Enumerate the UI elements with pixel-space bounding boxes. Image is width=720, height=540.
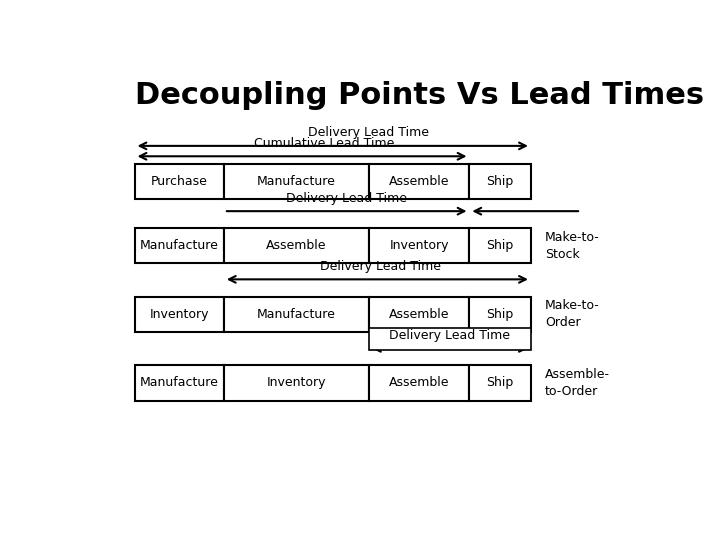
Text: Delivery Lead Time: Delivery Lead Time bbox=[390, 329, 510, 342]
Text: Assemble: Assemble bbox=[266, 239, 327, 252]
Text: Manufacture: Manufacture bbox=[257, 308, 336, 321]
Text: Assemble: Assemble bbox=[389, 376, 449, 389]
Text: Manufacture: Manufacture bbox=[257, 175, 336, 188]
Text: Ship: Ship bbox=[487, 308, 514, 321]
Bar bbox=[224, 228, 369, 264]
Text: Inventory: Inventory bbox=[266, 376, 326, 389]
Bar bbox=[224, 164, 369, 199]
Text: Decoupling Points Vs Lead Times: Decoupling Points Vs Lead Times bbox=[135, 82, 703, 111]
Bar bbox=[469, 228, 531, 264]
Text: Delivery Lead Time: Delivery Lead Time bbox=[320, 260, 441, 273]
Bar bbox=[224, 365, 369, 401]
Text: Assemble: Assemble bbox=[389, 308, 449, 321]
Text: Delivery Lead Time: Delivery Lead Time bbox=[286, 192, 408, 205]
Text: Ship: Ship bbox=[487, 376, 514, 389]
Bar bbox=[469, 164, 531, 199]
Bar bbox=[469, 365, 531, 401]
Text: Manufacture: Manufacture bbox=[140, 376, 219, 389]
Bar bbox=[135, 164, 224, 199]
Bar bbox=[369, 328, 531, 350]
Bar bbox=[135, 228, 224, 264]
Bar bbox=[369, 296, 469, 332]
Text: Ship: Ship bbox=[487, 175, 514, 188]
Text: Assemble-
to-Order: Assemble- to-Order bbox=[545, 368, 610, 398]
Text: Purchase: Purchase bbox=[151, 175, 207, 188]
Bar bbox=[135, 365, 224, 401]
Text: Inventory: Inventory bbox=[150, 308, 209, 321]
Text: Manufacture: Manufacture bbox=[140, 239, 219, 252]
Text: Cumulative Lead Time: Cumulative Lead Time bbox=[254, 137, 395, 150]
Text: Make-to-
Order: Make-to- Order bbox=[545, 299, 600, 329]
Bar bbox=[469, 296, 531, 332]
Bar bbox=[135, 296, 224, 332]
Text: Assemble: Assemble bbox=[389, 175, 449, 188]
Text: Ship: Ship bbox=[487, 239, 514, 252]
Text: Inventory: Inventory bbox=[390, 239, 449, 252]
Text: Delivery Lead Time: Delivery Lead Time bbox=[308, 126, 430, 139]
Bar bbox=[369, 164, 469, 199]
Bar bbox=[369, 228, 469, 264]
Bar bbox=[224, 296, 369, 332]
Bar bbox=[369, 365, 469, 401]
Text: Make-to-
Stock: Make-to- Stock bbox=[545, 231, 600, 261]
